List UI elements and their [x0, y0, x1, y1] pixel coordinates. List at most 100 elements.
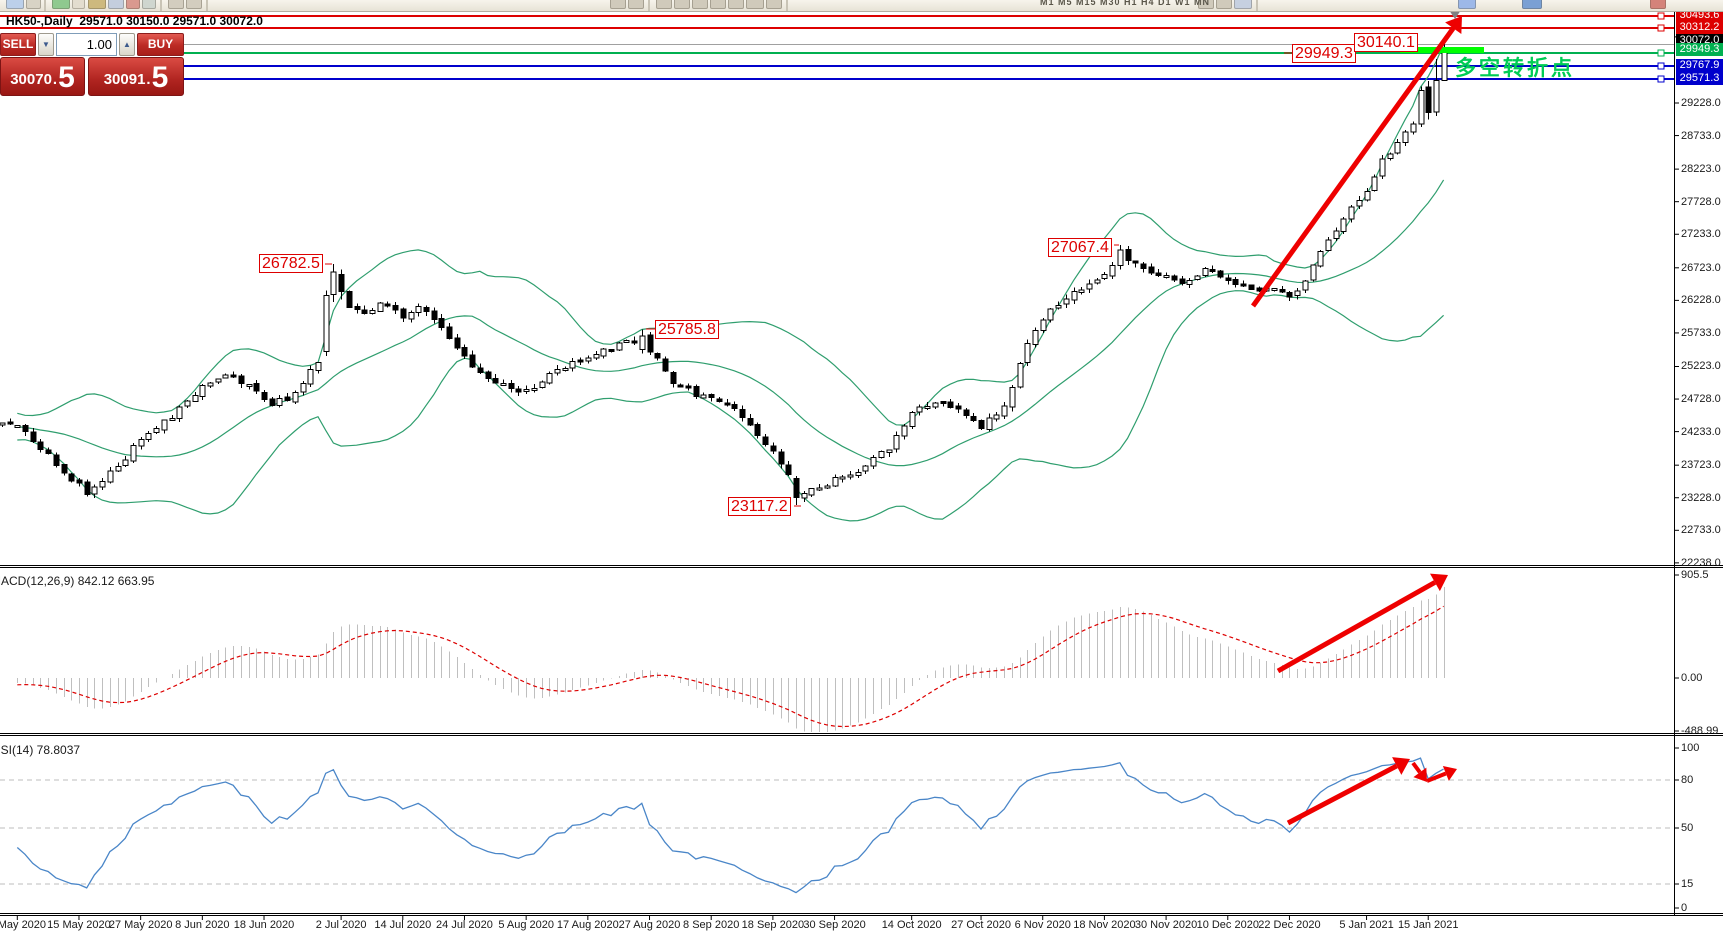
history-icon[interactable] [142, 0, 156, 9]
date-label: 5 Aug 2020 [498, 919, 554, 931]
toolbar[interactable]: M1 M5 M15 M30 H1 H4 D1 W1 MN [0, 0, 1723, 12]
new-chart-icon[interactable] [6, 0, 24, 9]
price-badge: 30312.2 [1676, 21, 1723, 34]
add-indicator-icon[interactable] [52, 0, 70, 9]
price-annotation-27067.4[interactable]: 27067.4 [1048, 238, 1112, 257]
date-label: 17 Aug 2020 [556, 919, 619, 931]
macd-axis-label: 905.5 [1681, 569, 1709, 581]
chart-title: HK50-,Daily 29571.0 30150.0 29571.0 3007… [6, 14, 263, 28]
price-tick-label: 22733.0 [1681, 524, 1721, 537]
sell-button[interactable]: SELL [0, 33, 36, 56]
buy-price-tile[interactable]: 30091. 5 [88, 57, 184, 96]
date-label: 8 Jun 2020 [175, 919, 230, 931]
price-tick-label: 27233.0 [1681, 228, 1721, 241]
autotrading-icon[interactable] [108, 0, 124, 9]
separator [160, 0, 162, 11]
buy-button[interactable]: BUY [137, 33, 184, 56]
community-icon[interactable] [1650, 0, 1666, 9]
help-icon[interactable] [1458, 0, 1476, 9]
rsi-axis-label: 50 [1681, 822, 1694, 834]
price-annotation-26782.5[interactable]: 26782.5 [259, 254, 323, 273]
volume-increase-button[interactable]: ▲ [119, 33, 135, 56]
sell-price-dot: . [52, 71, 58, 88]
volume-input[interactable] [56, 33, 117, 56]
date-label: 30 Nov 2020 [1134, 919, 1198, 931]
price-tick-label: 25733.0 [1681, 326, 1721, 339]
cascade-window-icon[interactable] [186, 0, 202, 9]
date-label: 24 Jul 2020 [436, 919, 493, 931]
price-annotation-29949.3[interactable]: 29949.3 [1292, 44, 1356, 63]
price-tick-label: 24233.0 [1681, 425, 1721, 438]
chinese-annotation-text[interactable]: 多空转折点 [1455, 57, 1575, 80]
zoom-in-icon[interactable] [1198, 0, 1214, 9]
price-tick-label: 22238.0 [1681, 556, 1721, 569]
date-label: 27 Oct 2020 [951, 919, 1012, 931]
date-label: 8 Sep 2020 [683, 919, 740, 931]
date-label: 10 Dec 2020 [1196, 919, 1259, 931]
vertical-line-icon[interactable] [656, 0, 672, 9]
date-label: 18 Sep 2020 [741, 919, 805, 931]
date-label: 27 May 2020 [108, 919, 173, 931]
date-label: 2 Jul 2020 [315, 919, 367, 931]
trade-controls-row: SELL ▼ ▲ BUY [0, 33, 184, 56]
buy-price-dot: . [146, 71, 151, 88]
date-label: 14 Oct 2020 [881, 919, 942, 931]
sell-price-int: 30070 [10, 71, 52, 88]
date-label: 5 May 2020 [0, 919, 47, 931]
price-tick-label: 26723.0 [1681, 261, 1721, 274]
date-label: 22 Dec 2020 [1258, 919, 1321, 931]
price-annotation-23117.2[interactable]: 23117.2 [728, 497, 791, 516]
separator [206, 0, 208, 11]
date-label: 5 Jan 2021 [1339, 919, 1394, 931]
sell-price-tile[interactable]: 30070. 5 [0, 57, 85, 96]
buy-price-int: 30091 [103, 71, 146, 88]
horizontal-line-icon[interactable] [674, 0, 690, 9]
price-tick-label: 23228.0 [1681, 491, 1721, 504]
text-label-icon[interactable] [746, 0, 764, 9]
trendline-icon[interactable] [692, 0, 708, 9]
profiles-icon[interactable] [26, 0, 41, 9]
zoom-out-icon[interactable] [1216, 0, 1232, 9]
price-annotation-25785.8[interactable]: 25785.8 [655, 320, 719, 339]
cursor-icon[interactable] [610, 0, 626, 9]
arrange-charts-icon[interactable] [1234, 0, 1252, 9]
price-tick-label: 28733.0 [1681, 129, 1721, 142]
price-tick-label: 26228.0 [1681, 294, 1721, 307]
metaquotes-logo-icon[interactable] [1522, 0, 1542, 9]
price-badge: 29949.3 [1676, 43, 1723, 56]
separator [648, 0, 650, 11]
date-label: 6 Nov 2020 [1014, 919, 1071, 931]
rsi-axis-label: 15 [1681, 878, 1694, 890]
price-annotation-30140.1[interactable]: 30140.1 [1354, 33, 1418, 52]
dropdown-icon[interactable] [72, 0, 85, 9]
tile-window-icon[interactable] [168, 0, 184, 9]
separator [786, 0, 788, 11]
arrow-objects-icon[interactable] [766, 0, 782, 9]
date-label: 18 Jun 2020 [233, 919, 295, 931]
date-label: 18 Nov 2020 [1073, 919, 1136, 931]
macd-axis-label: 0.00 [1681, 672, 1703, 684]
one-click-trading-panel: SELL ▼ ▲ BUY 30070.5 30091.5 [0, 31, 184, 98]
price-tick-label: 27728.0 [1681, 195, 1721, 208]
crosshair-icon[interactable] [628, 0, 644, 9]
separator [44, 0, 46, 11]
timeframe-buttons[interactable]: M1 M5 M15 M30 H1 H4 D1 W1 MN [1040, 0, 1211, 7]
rsi-axis-label: 0 [1681, 902, 1688, 914]
date-label: 30 Sep 2020 [803, 919, 866, 931]
price-tick-label: 29228.0 [1681, 97, 1721, 109]
alerts-icon[interactable] [126, 0, 140, 9]
channel-icon[interactable] [710, 0, 726, 9]
separator [1256, 0, 1258, 11]
rsi-axis-label: 80 [1681, 774, 1694, 786]
fibonacci-icon[interactable] [728, 0, 744, 9]
price-tick-label: 25223.0 [1681, 360, 1721, 373]
volume-decrease-button[interactable]: ▼ [38, 33, 54, 56]
date-label: 15 May 2020 [47, 919, 111, 931]
new-order-icon[interactable] [88, 0, 106, 9]
price-badge: 30493.6 [1676, 9, 1723, 22]
sell-price-frac: 5 [58, 61, 75, 94]
date-label: 14 Jul 2020 [374, 919, 432, 931]
macd-indicator-label: MACD(12,26,9) 842.12 663.95 [0, 574, 155, 588]
